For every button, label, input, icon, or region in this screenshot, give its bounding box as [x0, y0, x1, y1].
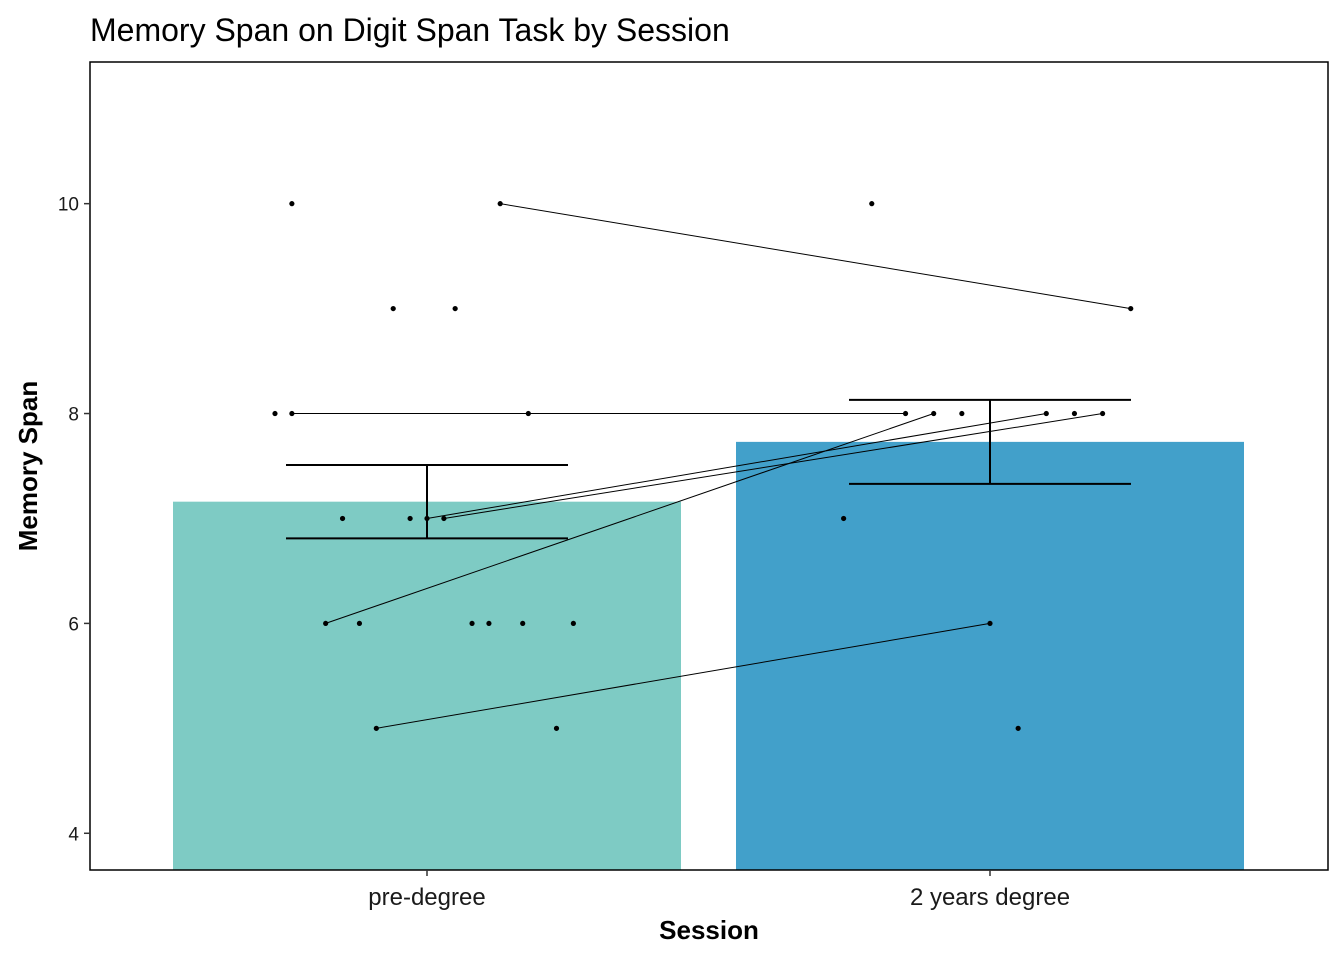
data-point-18 — [553, 725, 560, 731]
pair-line-2 — [325, 413, 934, 624]
data-point-24 — [1043, 410, 1049, 417]
pair-line-5 — [376, 622, 991, 729]
data-point-20 — [1128, 305, 1134, 312]
y-axis-title: Memory Span — [13, 381, 43, 552]
data-point-15 — [520, 620, 526, 627]
data-point-6 — [525, 410, 531, 417]
y-tick-label-3: 10 — [58, 195, 79, 216]
data-point-13 — [469, 620, 475, 627]
y-tick-label-2: 8 — [68, 405, 79, 426]
data-point-9 — [424, 515, 430, 522]
pair-line-3 — [426, 413, 1047, 519]
data-point-4 — [272, 410, 278, 417]
x-axis-title: Session — [659, 915, 759, 945]
y-tick-label-0: 4 — [68, 824, 79, 845]
data-point-26 — [1100, 410, 1106, 417]
data-point-25 — [1071, 410, 1078, 417]
pair-line-0 — [500, 203, 1131, 310]
data-point-19 — [869, 201, 875, 207]
data-point-5 — [289, 410, 295, 417]
data-point-0 — [289, 201, 295, 207]
bar-1 — [736, 441, 1244, 870]
data-point-8 — [407, 515, 413, 522]
pair-line-4 — [443, 413, 1103, 519]
data-point-7 — [339, 515, 346, 522]
data-point-21 — [902, 410, 909, 417]
data-point-29 — [1015, 725, 1021, 731]
x-tick-label-1: 2 years degree — [910, 884, 1070, 911]
x-tick-label-0: pre-degree — [368, 884, 485, 911]
data-point-27 — [841, 515, 847, 522]
data-point-17 — [373, 725, 379, 731]
data-point-2 — [390, 305, 396, 312]
data-point-1 — [497, 201, 503, 207]
data-point-10 — [441, 515, 447, 522]
data-point-12 — [356, 620, 363, 627]
plot-panel-border — [89, 61, 1329, 871]
data-point-11 — [323, 620, 329, 627]
data-point-22 — [931, 410, 937, 417]
data-point-14 — [486, 620, 492, 627]
y-tick-label-1: 6 — [68, 614, 79, 635]
data-point-23 — [959, 410, 965, 417]
data-point-3 — [452, 305, 458, 312]
bar-0 — [173, 501, 681, 870]
chart-title: Memory Span on Digit Span Task by Sessio… — [90, 12, 730, 48]
data-point-28 — [987, 620, 993, 627]
data-point-16 — [570, 620, 576, 627]
